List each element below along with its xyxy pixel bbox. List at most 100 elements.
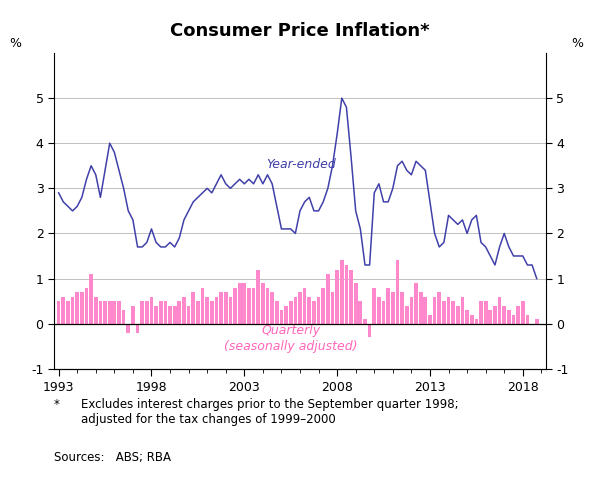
Bar — [428, 315, 432, 323]
Bar — [368, 323, 371, 337]
Bar — [293, 296, 297, 323]
Bar — [479, 301, 483, 323]
Bar — [103, 301, 107, 323]
Bar — [210, 301, 214, 323]
Bar — [242, 283, 246, 323]
Bar — [312, 301, 316, 323]
Bar — [303, 288, 307, 323]
Bar — [307, 296, 311, 323]
Text: Quarterly
(seasonally adjusted): Quarterly (seasonally adjusted) — [224, 324, 358, 353]
Bar — [247, 288, 251, 323]
Bar — [178, 301, 181, 323]
Bar — [405, 306, 409, 323]
Bar — [238, 283, 242, 323]
Bar — [475, 319, 478, 323]
Bar — [85, 288, 88, 323]
Bar — [535, 319, 539, 323]
Bar — [395, 260, 400, 323]
Bar — [173, 306, 176, 323]
Bar — [410, 296, 413, 323]
Bar — [446, 296, 451, 323]
Bar — [284, 306, 288, 323]
Bar — [484, 301, 488, 323]
Bar — [344, 265, 348, 323]
Bar — [363, 319, 367, 323]
Bar — [131, 306, 135, 323]
Bar — [280, 310, 283, 323]
Bar — [187, 306, 190, 323]
Bar — [108, 301, 112, 323]
Bar — [89, 274, 93, 323]
Bar — [354, 283, 358, 323]
Bar — [470, 315, 473, 323]
Text: *: * — [54, 398, 60, 411]
Bar — [154, 306, 158, 323]
Text: Year-ended: Year-ended — [266, 158, 337, 171]
Bar — [252, 288, 256, 323]
Bar — [335, 269, 339, 323]
Bar — [256, 269, 260, 323]
Bar — [298, 292, 302, 323]
Bar — [149, 296, 154, 323]
Bar — [80, 292, 84, 323]
Bar — [516, 306, 520, 323]
Bar — [377, 296, 381, 323]
Bar — [71, 296, 74, 323]
Bar — [261, 283, 265, 323]
Bar — [61, 296, 65, 323]
Bar — [512, 315, 515, 323]
Bar — [196, 301, 200, 323]
Bar — [270, 292, 274, 323]
Bar — [182, 296, 186, 323]
Bar — [433, 296, 436, 323]
Bar — [233, 288, 237, 323]
Bar — [159, 301, 163, 323]
Bar — [461, 296, 464, 323]
Bar — [498, 296, 502, 323]
Bar — [493, 306, 497, 323]
Bar — [191, 292, 195, 323]
Bar — [414, 283, 418, 323]
Bar — [127, 323, 130, 333]
Bar — [98, 301, 102, 323]
Bar — [224, 292, 227, 323]
Bar — [117, 301, 121, 323]
Bar — [200, 288, 205, 323]
Bar — [382, 301, 385, 323]
Bar — [456, 306, 460, 323]
Bar — [215, 296, 218, 323]
Bar — [322, 288, 325, 323]
Bar — [219, 292, 223, 323]
Bar — [400, 292, 404, 323]
Bar — [331, 292, 334, 323]
Bar — [140, 301, 144, 323]
Bar — [164, 301, 167, 323]
Bar — [521, 301, 524, 323]
Bar — [502, 306, 506, 323]
Bar — [205, 296, 209, 323]
Text: Consumer Price Inflation*: Consumer Price Inflation* — [170, 22, 430, 40]
Bar — [122, 310, 125, 323]
Bar — [451, 301, 455, 323]
Bar — [317, 296, 320, 323]
Bar — [386, 288, 390, 323]
Text: Excludes interest charges prior to the September quarter 1998;
adjusted for the : Excludes interest charges prior to the S… — [81, 398, 458, 426]
Bar — [229, 296, 232, 323]
Bar — [57, 301, 61, 323]
Bar — [465, 310, 469, 323]
Bar — [145, 301, 149, 323]
Bar — [488, 310, 492, 323]
Bar — [168, 306, 172, 323]
Bar — [266, 288, 269, 323]
Bar — [442, 301, 446, 323]
Bar — [66, 301, 70, 323]
Bar — [76, 292, 79, 323]
Bar — [507, 310, 511, 323]
Bar — [373, 288, 376, 323]
Bar — [526, 315, 529, 323]
Bar — [358, 301, 362, 323]
Bar — [94, 296, 98, 323]
Text: %: % — [10, 37, 22, 50]
Bar — [419, 292, 422, 323]
Bar — [112, 301, 116, 323]
